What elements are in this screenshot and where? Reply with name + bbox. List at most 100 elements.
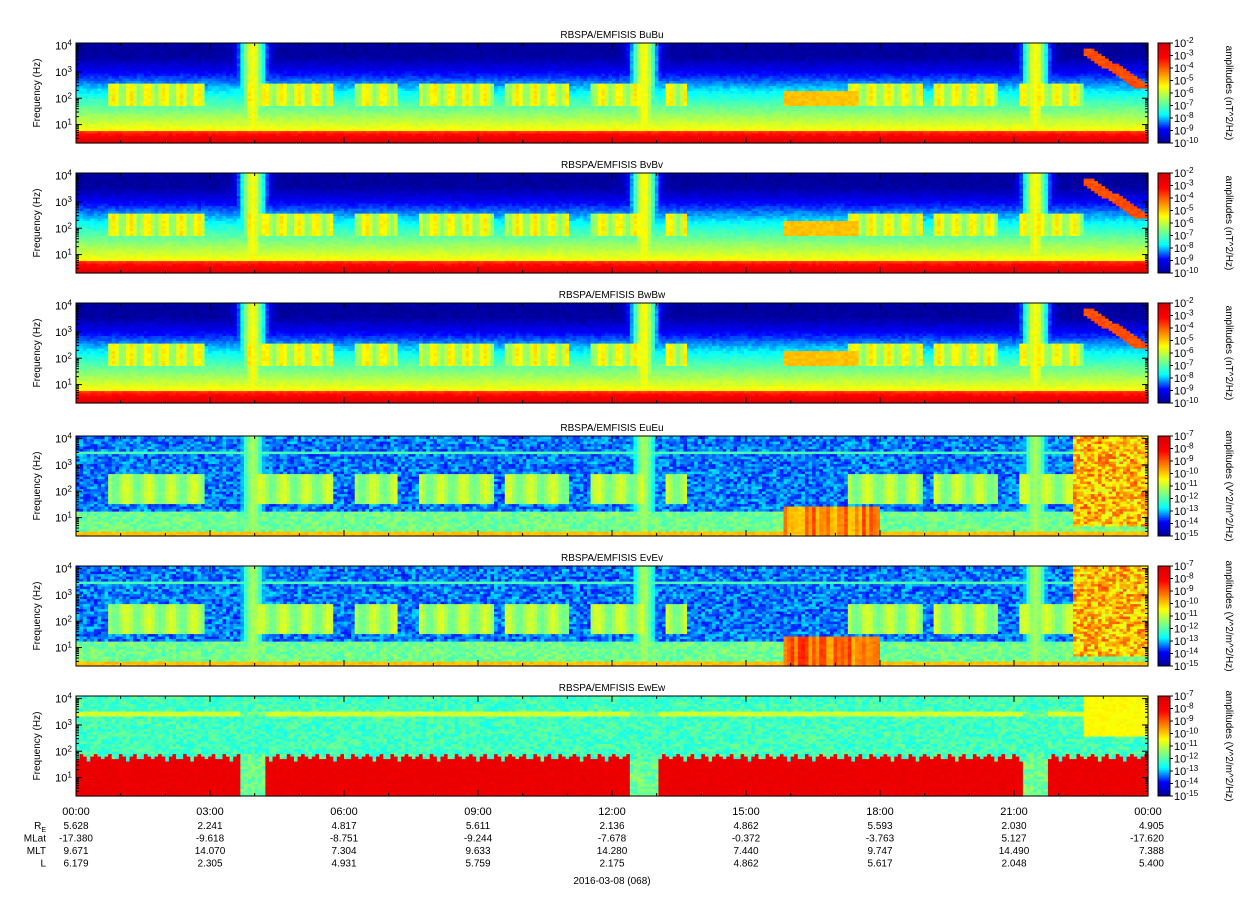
time-tick-label: 00:00	[1134, 806, 1162, 818]
ephemeris-value: 14.070	[195, 846, 226, 857]
colorbar: 10-1510-1410-1310-1210-1110-1010-910-810…	[1158, 429, 1234, 543]
y-axis-label: Frequency (Hz)	[32, 452, 43, 521]
heatmap-cells	[76, 566, 1149, 667]
ephemeris-value: 5.628	[63, 821, 88, 832]
ephemeris-value: -9.618	[196, 834, 225, 845]
ephemeris-value: 2.136	[599, 821, 624, 832]
ephemeris-value: -17.620	[1130, 834, 1164, 845]
time-tick-label: 15:00	[732, 806, 760, 818]
colorbar-label: amplitudes (nT^2/Hz)	[1223, 46, 1234, 141]
y-tick-label: 104	[55, 39, 72, 53]
spectrogram-panel: RBSPA/EMFISIS EuEu 101 102 103 104 Frequency …	[32, 423, 1234, 543]
colorbar-label: amplitudes (V^2/m^2/Hz)	[1223, 430, 1234, 541]
date-label: 2016-03-08 (068)	[573, 876, 650, 887]
ephemeris-value: -17.380	[59, 834, 93, 845]
y-tick-label: 101	[55, 641, 72, 655]
time-tick-label: 09:00	[464, 806, 492, 818]
panel-title: RBSPA/EMFISIS BvBv	[561, 160, 663, 171]
ephemeris-value: 7.388	[1139, 846, 1164, 857]
y-axis-label: Frequency (Hz)	[32, 189, 43, 258]
ephemeris-value: 5.611	[466, 821, 491, 832]
y-tick-label: 103	[55, 65, 72, 79]
ephemeris-value: 4.905	[1139, 821, 1164, 832]
y-tick-label: 104	[55, 432, 72, 446]
ephemeris-value: 9.633	[465, 846, 490, 857]
y-tick-label: 102	[55, 744, 72, 758]
time-tick-label: 00:00	[62, 806, 90, 818]
y-tick-label: 102	[55, 91, 72, 105]
ephemeris-value: 5.759	[465, 859, 490, 870]
y-tick-label: 102	[55, 351, 72, 365]
ephemeris-value: -8.751	[330, 834, 359, 845]
colorbar: 10-1510-1410-1310-1210-1110-1010-910-810…	[1158, 559, 1234, 673]
ephemeris-row-label: MLat	[24, 834, 46, 845]
spectrogram-panel: RBSPA/EMFISIS BuBu101102103104Frequency …	[32, 30, 1234, 150]
spectrogram-panel: RBSPA/EMFISIS BwBw101102103104Frequency …	[32, 290, 1234, 410]
ephemeris-value: -0.372	[732, 834, 761, 845]
colorbar-label: amplitudes (nT^2/Hz)	[1223, 176, 1234, 271]
ephemeris-value: 14.280	[597, 846, 628, 857]
y-tick-label: 102	[55, 614, 72, 628]
ephemeris-value: 9.671	[63, 846, 88, 857]
ephemeris-value: 5.127	[1001, 834, 1026, 845]
ephemeris-value: 4.862	[733, 859, 758, 870]
colorbar-tick-label: 10-10	[1174, 136, 1199, 150]
ephemeris-value: 2.175	[599, 859, 624, 870]
y-axis-label: Frequency (Hz)	[32, 319, 43, 388]
ephemeris-value: 5.593	[867, 821, 892, 832]
colorbar-tick-label: 10-10	[1174, 266, 1199, 280]
ephemeris-row-label: L	[40, 859, 46, 870]
y-tick-label: 103	[55, 588, 72, 602]
y-axis-label: Frequency (Hz)	[32, 712, 43, 781]
time-tick-label: 21:00	[1000, 806, 1028, 818]
y-tick-label: 102	[55, 221, 72, 235]
ephemeris-value: 2.048	[1001, 859, 1026, 870]
colorbar: 10-1010-910-810-710-610-510-410-310-2amp…	[1158, 166, 1234, 280]
y-tick-label: 103	[55, 718, 72, 732]
y-tick-label: 101	[55, 771, 72, 785]
y-tick-label: 104	[55, 299, 72, 313]
ephemeris-value: 4.817	[331, 821, 356, 832]
colorbar-label: amplitudes (nT^2/Hz)	[1223, 306, 1234, 401]
y-tick-label: 103	[55, 458, 72, 472]
ephemeris-row-label: RE	[34, 821, 46, 834]
y-tick-label: 103	[55, 195, 72, 209]
ephemeris-value: -3.763	[866, 834, 895, 845]
y-tick-label: 101	[55, 511, 72, 525]
ephemeris-value: 2.241	[197, 821, 222, 832]
heatmap-cells	[76, 173, 1149, 274]
time-tick-label: 18:00	[866, 806, 894, 818]
heatmap-cells	[76, 303, 1149, 404]
ephemeris-value: 5.400	[1139, 859, 1164, 870]
y-tick-label: 104	[55, 692, 72, 706]
ephemeris-value: -9.244	[464, 834, 493, 845]
ephemeris-value: 6.179	[63, 859, 88, 870]
y-tick-label: 102	[55, 484, 72, 498]
colorbar-tick-label: 10-15	[1174, 789, 1199, 803]
heatmap-cells	[76, 436, 1149, 537]
colorbar-tick-label: 10-10	[1174, 396, 1199, 410]
ephemeris-value: 4.862	[733, 821, 758, 832]
colorbar-tick-label: 10-15	[1174, 659, 1199, 673]
y-tick-label: 101	[55, 248, 72, 262]
heatmap-cells	[76, 43, 1149, 144]
panel-title: RBSPA/EMFISIS EuEu	[560, 423, 663, 434]
y-tick-label: 101	[55, 378, 72, 392]
spectrogram-panel: RBSPA/EMFISIS EvEv101102103104Frequency …	[32, 553, 1234, 673]
y-axis-label: Frequency (Hz)	[32, 59, 43, 128]
time-tick-label: 03:00	[196, 806, 224, 818]
y-tick-label: 104	[55, 562, 72, 576]
colorbar-label: amplitudes (V^2/m^2/Hz)	[1223, 560, 1234, 671]
y-tick-label: 101	[55, 118, 72, 132]
colorbar-tick-label: 10-15	[1174, 529, 1199, 543]
spectrogram-panel: RBSPA/EMFISIS BvBv 101 102 103 104 Frequency …	[32, 160, 1234, 280]
time-tick-label: 06:00	[330, 806, 358, 818]
ephemeris-row-label: MLT	[27, 846, 46, 857]
y-tick-label: 103	[55, 325, 72, 339]
ephemeris-value: 4.931	[331, 859, 356, 870]
ephemeris-value: 7.440	[733, 846, 758, 857]
panel-title: RBSPA/EMFISIS EwEw	[559, 683, 666, 694]
y-tick-label: 104	[55, 169, 72, 183]
time-tick-label: 12:00	[598, 806, 626, 818]
